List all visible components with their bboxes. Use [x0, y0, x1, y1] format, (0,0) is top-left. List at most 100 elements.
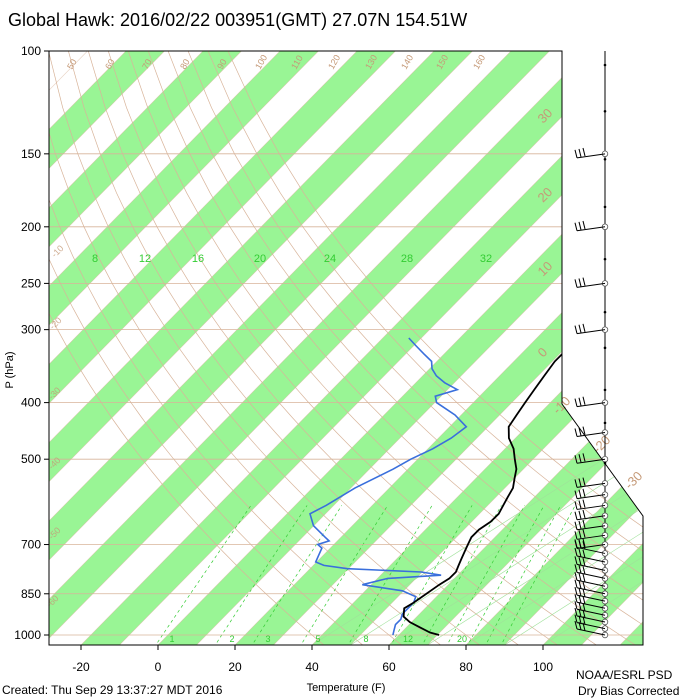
wind-barb-flag: [574, 279, 578, 288]
wind-barb-flag: [582, 477, 586, 486]
created-timestamp: Created: Thu Sep 29 13:37:27 MDT 2016: [2, 683, 223, 697]
wind-barb-flag: [574, 521, 578, 530]
wind-barb-flag: [578, 324, 582, 333]
dry-adiabat: [127, 51, 640, 645]
isotherm-line: [427, 51, 643, 645]
wind-barb-flag: [574, 479, 578, 488]
wind-barb: [576, 458, 606, 464]
y-tick-label: 500: [21, 452, 41, 466]
moist-line: [465, 458, 643, 645]
wind-barb-flag: [578, 454, 582, 463]
wind-barb-flag: [574, 579, 578, 588]
wind-barb-flag: [582, 323, 586, 332]
isotherm-band: [49, 51, 550, 645]
wind-barb-flag: [582, 488, 586, 497]
wind-barb-flag: [582, 509, 586, 519]
isotherm-line: [234, 51, 643, 645]
mixing-ratio-label: 12: [139, 253, 151, 265]
isotherm-line: [196, 51, 643, 645]
dry-adiabat: [147, 51, 643, 645]
wind-barb-flag: [574, 556, 578, 565]
isotherm-line: [49, 51, 319, 645]
wind-barb-flag: [578, 602, 582, 611]
credit-line-1: NOAA/ESRL PSD: [576, 668, 673, 682]
wind-level-dot: [603, 109, 607, 113]
dry-adiabat-label: 80: [178, 57, 192, 71]
mixing-ratio-bottom-label: 3: [265, 634, 270, 644]
dry-adiabat-label: 50: [65, 57, 79, 71]
wind-barb-flag: [582, 220, 586, 230]
dry-adiabat-label: 60: [103, 57, 117, 71]
isotherm-band: [81, 51, 643, 645]
dry-adiabat: [49, 51, 484, 645]
mixing-ratio-bottom-label: 1: [169, 634, 174, 644]
isotherm-band: [49, 51, 242, 645]
wind-barb: [576, 482, 606, 488]
wind-barb-flag: [582, 588, 586, 598]
isotherm-line: [504, 51, 643, 645]
y-tick-label: 250: [21, 276, 41, 290]
dry-adiabat-lines: [49, 51, 643, 645]
pressure-grid: [49, 51, 643, 636]
isotherm-line: [388, 51, 643, 645]
isotherm-band: [49, 51, 473, 645]
moist-line: [504, 458, 643, 645]
wind-barb-flag: [574, 620, 578, 630]
isotherm-line: [49, 51, 435, 645]
dry-adiabat: [187, 51, 643, 645]
wind-barb-flag: [582, 581, 586, 590]
y-axis-label: P (hPa): [4, 351, 16, 388]
wind-barb: [576, 282, 606, 288]
dewpoint-line: [309, 337, 468, 636]
profiles: [309, 126, 643, 636]
mixing-ratio-label: 8: [92, 253, 98, 265]
wind-level-dot: [603, 388, 607, 392]
x-tick-label: 20: [228, 660, 242, 674]
moist-line: [311, 458, 604, 645]
wind-barb-flag: [578, 500, 582, 509]
wind-barb: [576, 587, 606, 595]
mixing-ratio-line: [153, 505, 252, 645]
moist-line: [542, 458, 643, 645]
wind-barb-flag: [582, 538, 586, 547]
wind-barb-flag: [578, 221, 582, 231]
mixing-ratio-line: [213, 505, 308, 645]
wind-barb-flag: [574, 594, 578, 603]
wind-barb: [576, 622, 606, 630]
x-tick-label: 0: [155, 660, 162, 674]
wind-level-dot: [603, 310, 607, 314]
isotherm-band: [49, 51, 319, 645]
wind-barb-flag: [578, 539, 582, 548]
wind-barb-flag: [574, 607, 578, 617]
dry-adiabat: [107, 51, 601, 645]
mixing-ratio-bottom-label: 12: [403, 634, 413, 644]
wind-barb: [576, 226, 606, 232]
dry-adiabat-label: 70: [140, 57, 154, 71]
wind-barb-flag: [578, 478, 582, 487]
wind-barb-flag: [582, 566, 586, 575]
chart-title: Global Hawk: 2016/02/22 003951(GMT) 27.0…: [8, 10, 468, 30]
wind-level-dot: [603, 257, 607, 261]
isotherm-line: [49, 51, 242, 645]
wind-barb-flag: [582, 573, 586, 583]
isotherm-line: [49, 51, 281, 645]
wind-barb-flag: [574, 501, 578, 510]
wind-barb-flag: [574, 587, 578, 596]
wind-barb-flag: [582, 602, 586, 612]
isotherm-band: [235, 51, 643, 645]
wind-barb-flag: [582, 595, 586, 605]
x-axis-label: Temperature (F): [307, 682, 386, 694]
wind-barb: [576, 494, 606, 500]
wind-barb-flag: [578, 565, 582, 574]
isotherm-line: [49, 51, 589, 645]
wind-barb-flag: [578, 520, 582, 529]
isotherm-line: [49, 51, 512, 645]
wind-barbs: [574, 51, 609, 639]
wind-barb-flag: [578, 548, 582, 558]
plot-border: [48, 50, 644, 646]
wind-barb-flag: [578, 510, 582, 520]
isotherm-line: [49, 51, 358, 645]
wind-barb: [576, 594, 606, 602]
mixing-ratio-bottom-label: 8: [363, 634, 368, 644]
